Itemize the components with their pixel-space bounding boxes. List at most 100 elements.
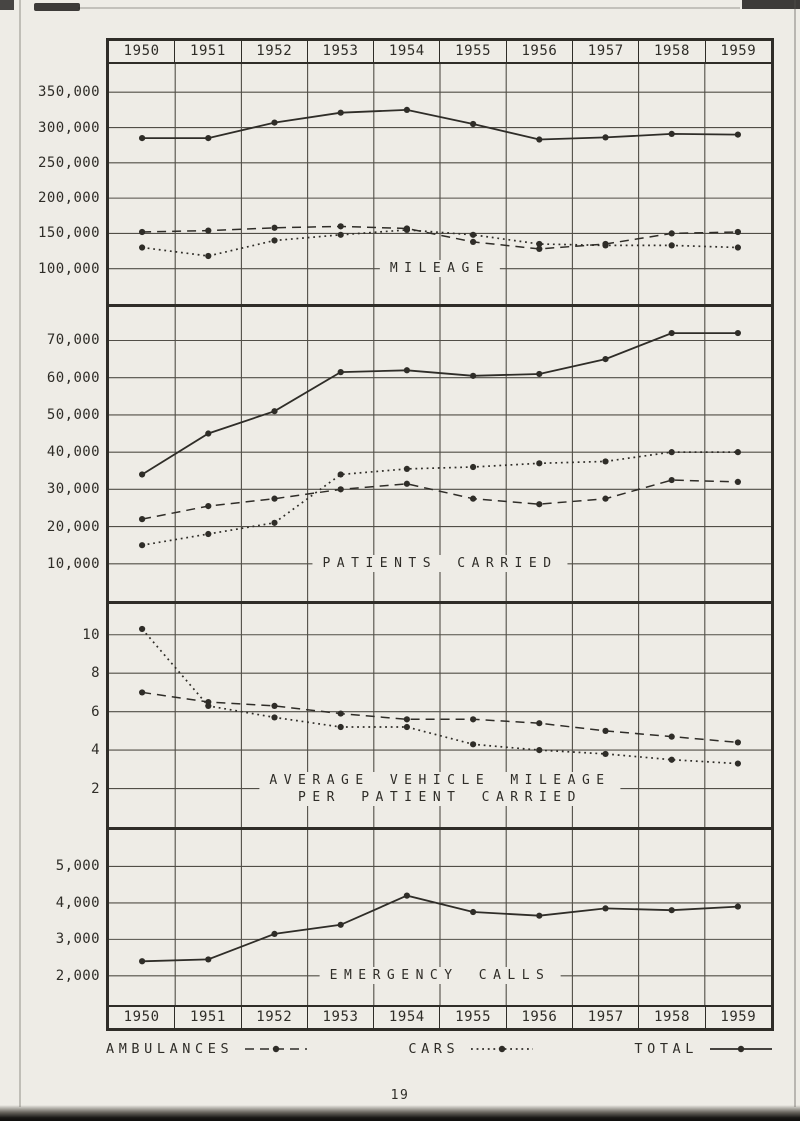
scan-artifact-bottom-band [0, 1105, 800, 1121]
year-cell: 1955 [440, 1007, 507, 1028]
year-cell: 1954 [374, 1007, 441, 1028]
data-point-total [271, 119, 278, 126]
chart-canvas [109, 307, 771, 601]
legend-label-total: TOTAL [634, 1041, 698, 1057]
y-tick-label: 10,000 [46, 555, 100, 572]
data-point-total [139, 135, 146, 142]
year-cell: 1959 [720, 43, 757, 59]
year-cell: 1959 [720, 1009, 757, 1025]
data-point-cars [470, 741, 477, 748]
chart-title-line: PATIENTS CARRIED [322, 556, 558, 572]
year-cell: 1951 [175, 41, 242, 62]
data-point-ambulances [668, 733, 675, 740]
data-point-total [205, 956, 212, 963]
year-cell: 1958 [639, 41, 706, 62]
data-point-ambulances [536, 720, 543, 727]
y-tick-label: 2,000 [55, 967, 100, 984]
data-point-ambulances [139, 228, 146, 236]
data-point-cars [337, 471, 344, 478]
data-point-cars [205, 252, 212, 260]
y-tick-label: 50,000 [46, 406, 100, 423]
legend-item-cars: CARS [408, 1041, 535, 1057]
y-tick-label: 300,000 [38, 119, 100, 136]
year-cell: 1956 [507, 41, 574, 62]
chart-title-line: PER PATIENT CARRIED [298, 789, 582, 805]
y-tick-label: 30,000 [46, 481, 100, 498]
series-line-ambulances [141, 691, 738, 744]
data-point-total [271, 930, 278, 938]
data-point-cars [734, 449, 742, 456]
data-point-total [668, 130, 675, 137]
scan-artifact-edge-line [794, 0, 796, 1107]
data-point-cars [734, 244, 742, 251]
chart-title-line: AVERAGE VEHICLE MILEAGE [269, 772, 611, 788]
data-point-cars [734, 760, 742, 767]
y-axis-labels: 350,000 300,000 250,000 200,000 150,000 100,0… [0, 0, 102, 1121]
y-tick-label: 6 [91, 703, 100, 720]
y-tick-label: 150,000 [38, 225, 100, 242]
page-number: 19 [390, 1088, 410, 1103]
data-point-cars [602, 458, 609, 465]
data-point-cars [337, 231, 344, 238]
data-point-ambulances [337, 223, 344, 230]
legend: AMBULANCES CARS TOTAL [106, 1041, 774, 1057]
y-tick-label: 10 [82, 626, 100, 643]
series-line-total [142, 894, 738, 963]
data-point-total [668, 329, 675, 337]
y-tick-label: 40,000 [46, 444, 100, 461]
data-point-cars [205, 530, 212, 538]
series-line-total [141, 332, 738, 476]
data-point-total [536, 136, 543, 143]
data-point-total [602, 134, 609, 141]
chart-title: AVERAGE VEHICLE MILEAGE PER PATIENT CARRI… [259, 771, 621, 806]
year-cell: 1950 [109, 1007, 176, 1028]
year-cell: 1953 [308, 1007, 375, 1028]
y-tick-label: 8 [91, 665, 100, 682]
data-point-total [337, 369, 344, 376]
data-point-total [470, 120, 477, 128]
dashed-line-icon [245, 1045, 308, 1053]
y-tick-label: 60,000 [46, 369, 100, 386]
year-cell: 1954 [374, 41, 441, 62]
data-point-cars [536, 240, 543, 248]
data-point-total [403, 367, 410, 374]
y-tick-label: 4 [91, 742, 100, 759]
data-point-total [205, 135, 212, 142]
data-point-ambulances [536, 501, 543, 508]
data-point-cars [271, 714, 278, 721]
scan-artifact-corner-mark [742, 0, 800, 9]
data-point-ambulances [734, 228, 742, 236]
scan-artifact-corner-mark [0, 0, 14, 10]
y-tick-label: 250,000 [38, 154, 100, 171]
data-point-cars [271, 519, 278, 526]
data-point-ambulances [337, 486, 344, 493]
data-point-total [536, 912, 543, 919]
data-point-cars [536, 460, 543, 467]
data-point-total [470, 908, 477, 916]
data-point-total [734, 131, 742, 138]
data-point-total [205, 430, 212, 437]
chart-mileage: MILEAGE [109, 64, 771, 307]
year-cell: 1958 [639, 1007, 706, 1028]
data-point-cars [139, 244, 146, 251]
data-point-ambulances [602, 727, 609, 734]
chart-patients-carried: PATIENTS CARRIED [109, 307, 771, 604]
data-point-ambulances [668, 230, 675, 237]
data-point-ambulances [205, 503, 212, 510]
data-point-ambulances [470, 716, 477, 723]
data-point-total [668, 907, 675, 914]
data-point-total [470, 372, 477, 379]
scan-artifact-edge-line [19, 0, 21, 1107]
series-line-ambulances [142, 225, 738, 250]
series-line-total [142, 108, 738, 141]
data-point-ambulances [271, 702, 278, 709]
data-point-total [403, 892, 410, 899]
y-tick-label: 70,000 [46, 332, 100, 349]
data-point-total [602, 356, 609, 363]
data-point-total [139, 958, 146, 965]
y-tick-label: 350,000 [38, 84, 100, 101]
series-line-cars [141, 628, 738, 765]
data-point-cars [536, 747, 543, 754]
data-point-total [271, 408, 278, 415]
